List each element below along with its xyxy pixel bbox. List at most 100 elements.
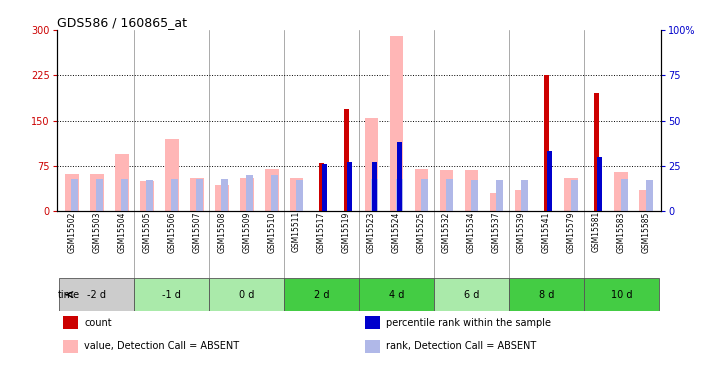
Bar	[365, 316, 380, 329]
Bar	[165, 139, 178, 211]
Bar	[196, 178, 203, 211]
Bar	[240, 178, 254, 211]
Bar	[421, 178, 428, 211]
Text: GDS586 / 160865_at: GDS586 / 160865_at	[57, 16, 187, 29]
Text: GSM15534: GSM15534	[467, 211, 476, 253]
Bar	[597, 157, 602, 211]
Bar	[396, 178, 403, 211]
Bar	[614, 172, 628, 211]
Bar	[446, 178, 453, 211]
Text: GSM15525: GSM15525	[417, 211, 426, 252]
Bar	[60, 278, 134, 311]
Bar	[646, 180, 653, 211]
Bar	[65, 174, 79, 211]
Text: GSM15579: GSM15579	[567, 211, 576, 253]
Bar	[571, 180, 578, 211]
Text: time: time	[58, 290, 80, 300]
Text: GSM15504: GSM15504	[117, 211, 127, 253]
Bar	[134, 278, 209, 311]
Bar	[271, 175, 278, 211]
Bar	[439, 170, 454, 211]
Bar	[471, 180, 478, 211]
Bar	[221, 178, 228, 211]
Text: GSM15524: GSM15524	[392, 211, 401, 252]
Text: 10 d: 10 d	[611, 290, 632, 300]
Bar	[122, 178, 128, 211]
Bar	[521, 180, 528, 211]
Bar	[373, 162, 377, 211]
Bar	[434, 278, 509, 311]
Text: GSM15532: GSM15532	[442, 211, 451, 252]
Bar	[639, 190, 653, 211]
Text: GSM15585: GSM15585	[642, 211, 651, 252]
Bar	[290, 178, 304, 211]
Bar	[397, 142, 402, 211]
Text: GSM15517: GSM15517	[317, 211, 326, 252]
Bar	[365, 118, 378, 211]
Bar	[464, 170, 479, 211]
Bar	[63, 316, 78, 329]
Text: 6 d: 6 d	[464, 290, 479, 300]
Text: count: count	[84, 318, 112, 328]
Bar	[63, 340, 78, 353]
Text: GSM15539: GSM15539	[517, 211, 526, 253]
Text: GSM15581: GSM15581	[592, 211, 601, 252]
Bar	[97, 178, 103, 211]
Text: GSM15508: GSM15508	[217, 211, 226, 252]
Bar	[390, 36, 403, 211]
Bar	[547, 152, 552, 211]
Bar	[594, 93, 599, 211]
Text: rank, Detection Call = ABSENT: rank, Detection Call = ABSENT	[386, 342, 537, 351]
Bar	[209, 278, 284, 311]
Text: -1 d: -1 d	[162, 290, 181, 300]
Text: GSM15541: GSM15541	[542, 211, 551, 252]
Bar	[490, 193, 503, 211]
Bar	[509, 278, 584, 311]
Bar	[344, 108, 349, 211]
Bar	[246, 175, 253, 211]
Bar	[264, 169, 279, 211]
Bar	[415, 169, 428, 211]
Bar	[322, 164, 327, 211]
Text: 2 d: 2 d	[314, 290, 329, 300]
Bar	[296, 180, 303, 211]
Text: GSM15583: GSM15583	[616, 211, 626, 252]
Bar	[140, 181, 154, 211]
Text: GSM15502: GSM15502	[68, 211, 76, 252]
Bar	[584, 278, 658, 311]
Text: -2 d: -2 d	[87, 290, 107, 300]
Bar	[565, 178, 578, 211]
Text: GSM15507: GSM15507	[192, 211, 201, 253]
Text: GSM15509: GSM15509	[242, 211, 251, 253]
Bar	[496, 180, 503, 211]
Bar	[347, 162, 352, 211]
Text: GSM15523: GSM15523	[367, 211, 376, 252]
Text: GSM15519: GSM15519	[342, 211, 351, 252]
Bar	[284, 278, 359, 311]
Text: GSM15537: GSM15537	[492, 211, 501, 253]
Text: GSM15510: GSM15510	[267, 211, 276, 252]
Bar	[190, 178, 203, 211]
Text: GSM15503: GSM15503	[92, 211, 102, 253]
Bar	[515, 190, 528, 211]
Bar	[146, 180, 153, 211]
Bar	[71, 178, 78, 211]
Bar	[90, 174, 104, 211]
Text: GSM15511: GSM15511	[292, 211, 301, 252]
Text: 4 d: 4 d	[389, 290, 404, 300]
Bar	[544, 75, 549, 211]
Bar	[621, 178, 628, 211]
Text: 0 d: 0 d	[239, 290, 255, 300]
Text: value, Detection Call = ABSENT: value, Detection Call = ABSENT	[84, 342, 239, 351]
Bar	[115, 154, 129, 211]
Bar	[319, 163, 324, 211]
Text: 8 d: 8 d	[539, 290, 554, 300]
Bar	[171, 178, 178, 211]
Bar	[365, 340, 380, 353]
Text: percentile rank within the sample: percentile rank within the sample	[386, 318, 551, 328]
Bar	[371, 178, 378, 211]
Text: GSM15505: GSM15505	[142, 211, 151, 253]
Bar	[215, 185, 228, 211]
Text: GSM15506: GSM15506	[167, 211, 176, 253]
Bar	[359, 278, 434, 311]
